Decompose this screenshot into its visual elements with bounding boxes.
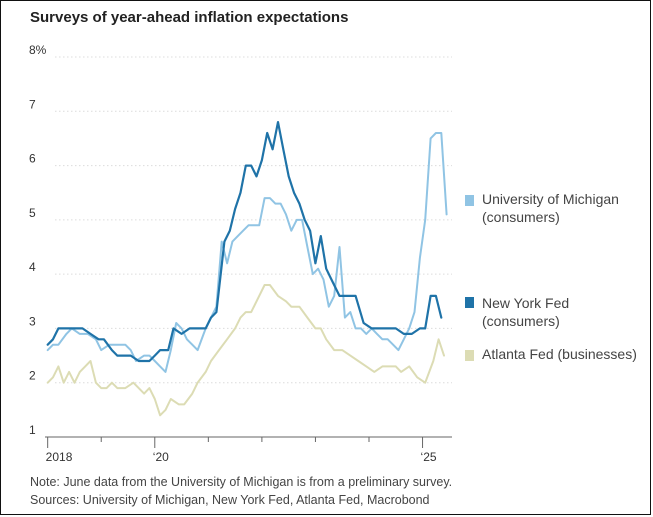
legend-label: Atlanta Fed (businesses) [482, 346, 637, 362]
series-line-0 [46, 132, 448, 373]
chart-sources: Sources: University of Michigan, New Yor… [30, 493, 430, 507]
legend-label: (consumers) [482, 313, 560, 329]
y-tick-label: 8% [29, 43, 47, 57]
legend-swatch [465, 195, 474, 206]
legend-label: New York Fed [482, 295, 569, 311]
legend-label: University of Michigan [482, 191, 619, 207]
y-tick-label: 4 [29, 260, 36, 274]
y-tick-label: 2 [29, 369, 36, 383]
y-tick-label: 5 [29, 206, 36, 220]
series-line-2 [46, 284, 445, 417]
legend-label: (consumers) [482, 209, 560, 225]
y-tick-label: 6 [29, 152, 36, 166]
x-tick-label: 2018 [46, 450, 73, 464]
chart-title: Surveys of year-ahead inflation expectat… [30, 9, 349, 26]
series-line-1 [46, 120, 443, 363]
chart-note: Note: June data from the University of M… [30, 475, 453, 489]
x-tick-label: ‘25 [421, 450, 437, 464]
legend-swatch [465, 350, 474, 361]
y-tick-label: 1 [29, 423, 36, 437]
y-tick-label: 3 [29, 314, 36, 328]
y-tick-label: 7 [29, 97, 36, 111]
legend-swatch [465, 297, 474, 308]
x-tick-label: ‘20 [153, 450, 169, 464]
